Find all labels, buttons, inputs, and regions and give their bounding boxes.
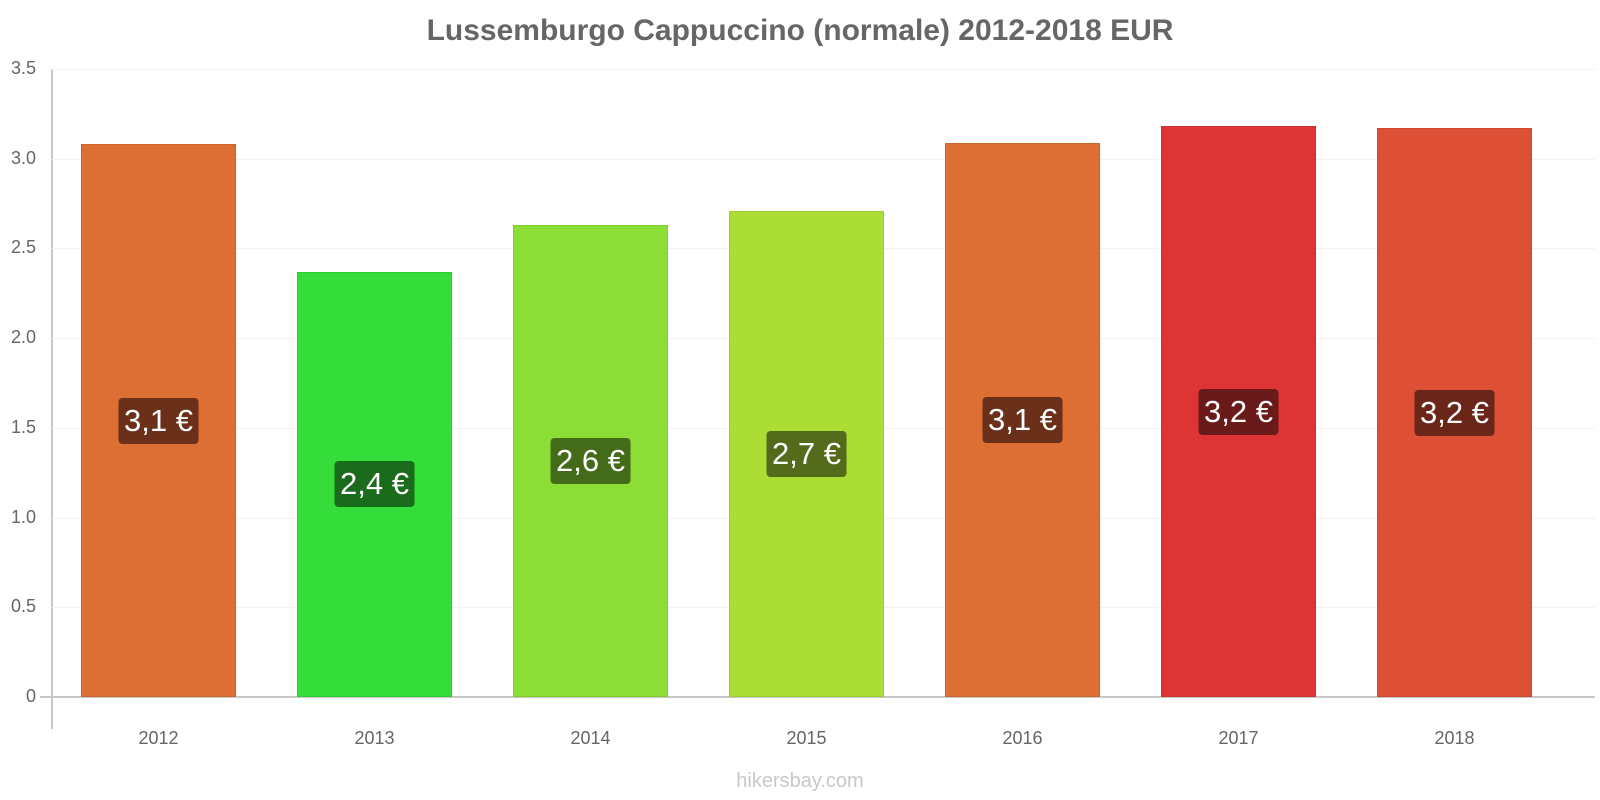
bar-value-label: 2,6 € bbox=[550, 438, 631, 484]
chart-title: Lussemburgo Cappuccino (normale) 2012-20… bbox=[426, 14, 1174, 47]
y-tick-label: 3.5 bbox=[10, 58, 36, 78]
bar-value-label: 3,1 € bbox=[982, 397, 1063, 443]
y-tick-label: 3.0 bbox=[10, 148, 36, 168]
bar-value-label: 2,4 € bbox=[334, 461, 415, 507]
y-tick-label: 1.0 bbox=[10, 507, 36, 527]
bar-value-label: 3,2 € bbox=[1198, 389, 1279, 435]
y-tick-label: 0 bbox=[25, 686, 36, 706]
y-axis-line bbox=[51, 69, 53, 729]
grid-line bbox=[52, 159, 1595, 160]
x-tick-label: 2013 bbox=[354, 728, 395, 748]
x-tick-label: 2017 bbox=[1218, 728, 1259, 748]
y-tick-label: 1.5 bbox=[10, 417, 36, 437]
watermark: hikersbay.com bbox=[736, 770, 864, 792]
x-tick-label: 2016 bbox=[1002, 728, 1043, 748]
bar-value-label: 3,2 € bbox=[1414, 390, 1495, 436]
grid-line bbox=[52, 69, 1595, 70]
x-tick-label: 2015 bbox=[786, 728, 827, 748]
y-tick-label: 2.0 bbox=[10, 327, 36, 347]
x-tick-label: 2018 bbox=[1434, 728, 1475, 748]
bar-value-label: 3,1 € bbox=[118, 398, 199, 444]
bar-value-label: 2,7 € bbox=[766, 431, 847, 477]
x-tick-label: 2012 bbox=[138, 728, 179, 748]
x-axis-line bbox=[40, 696, 1595, 698]
y-tick-label: 2.5 bbox=[10, 237, 36, 257]
x-tick-label: 2014 bbox=[570, 728, 611, 748]
y-tick-label: 0.5 bbox=[10, 596, 36, 616]
